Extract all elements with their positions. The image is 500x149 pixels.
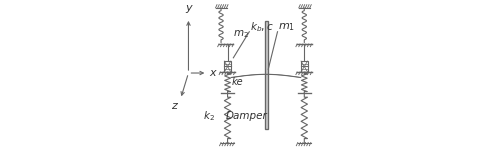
Text: $z$: $z$ [171, 101, 179, 111]
Text: Damper: Damper [226, 111, 267, 121]
Text: $m_1$: $m_1$ [278, 21, 295, 33]
Text: $m_2$: $m_2$ [234, 28, 250, 40]
Text: ke: ke [232, 77, 243, 87]
Text: $k_b,c$: $k_b,c$ [250, 20, 274, 34]
Text: $k_2$: $k_2$ [202, 110, 214, 123]
Text: $x$: $x$ [209, 68, 218, 78]
Polygon shape [265, 21, 268, 129]
Text: $y$: $y$ [184, 3, 194, 15]
